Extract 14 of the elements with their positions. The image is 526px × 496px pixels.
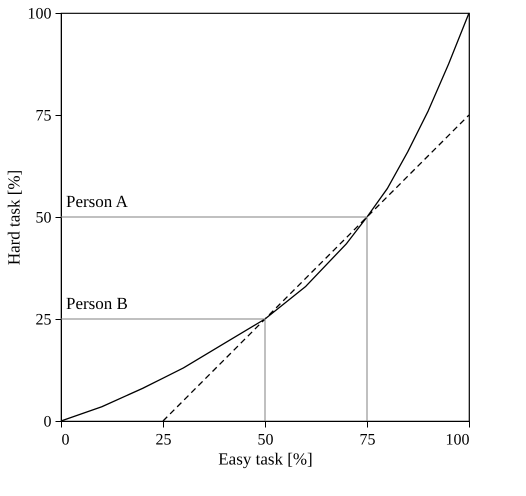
- y-tick-label: 0: [44, 414, 52, 430]
- x-tick-label: 0: [62, 432, 70, 448]
- x-tick-label: 75: [360, 432, 376, 448]
- x-axis-title: Easy task [%]: [218, 450, 313, 468]
- x-tick-label: 100: [446, 432, 470, 448]
- x-tick-label: 50: [258, 432, 274, 448]
- y-tick-label: 50: [36, 210, 52, 226]
- y-tick-label: 25: [36, 312, 52, 328]
- y-axis-title: Hard task [%]: [4, 170, 24, 266]
- annotation: Person B: [66, 294, 128, 313]
- y-tick-label: 100: [28, 6, 52, 22]
- x-tick-label: 25: [156, 432, 172, 448]
- y-tick-label: 75: [36, 108, 52, 124]
- annotation: Person A: [66, 192, 129, 211]
